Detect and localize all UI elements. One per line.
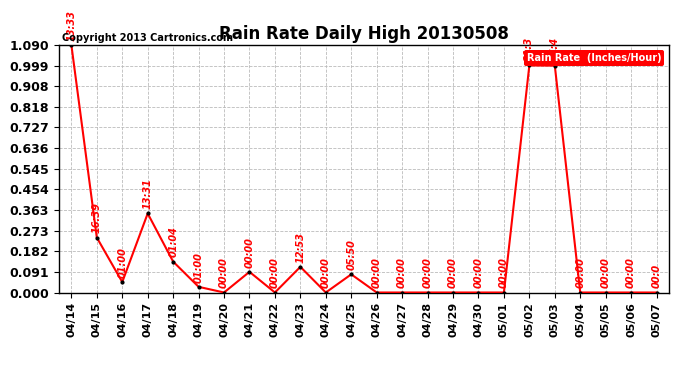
Text: 00:00: 00:00 [244, 237, 255, 268]
Text: 13:33: 13:33 [66, 10, 77, 41]
Text: 16:39: 16:39 [92, 202, 102, 233]
Text: 00:00: 00:00 [499, 258, 509, 288]
Text: 00:00: 00:00 [626, 258, 636, 288]
Text: 00:00: 00:00 [473, 258, 484, 288]
Text: 00:00: 00:00 [575, 258, 585, 288]
Text: 00:00: 00:00 [448, 258, 458, 288]
Text: 00:00: 00:00 [321, 258, 331, 288]
Text: 07:4: 07:4 [550, 38, 560, 62]
Text: 01:00: 01:00 [194, 252, 204, 283]
Title: Rain Rate Daily High 20130508: Rain Rate Daily High 20130508 [219, 26, 509, 44]
Text: 00:0: 00:0 [651, 264, 662, 288]
Text: 00:00: 00:00 [219, 258, 229, 288]
Text: 00:00: 00:00 [601, 258, 611, 288]
Text: 13:31: 13:31 [143, 178, 152, 209]
Text: 00:00: 00:00 [270, 258, 280, 288]
Text: 00:00: 00:00 [422, 258, 433, 288]
Text: 21:3: 21:3 [524, 37, 534, 61]
Text: 01:00: 01:00 [117, 247, 127, 278]
Text: 00:00: 00:00 [372, 258, 382, 288]
Text: 12:53: 12:53 [295, 232, 306, 262]
Text: 05:50: 05:50 [346, 239, 356, 270]
Text: 01:04: 01:04 [168, 226, 178, 258]
Legend: Rain Rate  (Inches/Hour): Rain Rate (Inches/Hour) [524, 50, 664, 66]
Text: 00:00: 00:00 [397, 258, 407, 288]
Text: Copyright 2013 Cartronics.com: Copyright 2013 Cartronics.com [61, 33, 233, 42]
